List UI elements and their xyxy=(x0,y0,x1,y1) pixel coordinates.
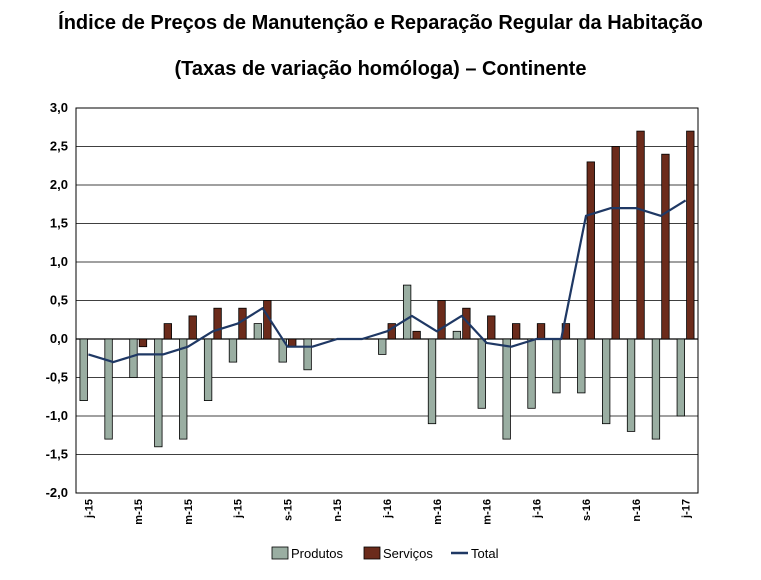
legend-swatch-produtos xyxy=(271,546,289,560)
y-tick-label: 0,0 xyxy=(50,331,68,346)
bar-produtos xyxy=(154,338,163,448)
chart-title: Índice de Preços de Manutenção e Reparaç… xyxy=(58,12,703,34)
line-total xyxy=(88,199,687,364)
bar-produtos xyxy=(676,338,685,417)
y-tick-label: -1,0 xyxy=(46,408,68,423)
bar-servicos xyxy=(636,130,645,340)
x-tick-label: n-15 xyxy=(332,499,344,522)
bar-servicos xyxy=(138,338,148,348)
bar-produtos xyxy=(477,338,486,409)
bar-produtos xyxy=(378,338,387,355)
plot-frame xyxy=(75,107,699,494)
y-tick-label: -2,0 xyxy=(46,485,68,500)
x-tick-label: m-15 xyxy=(183,499,195,525)
x-tick-label: j-15 xyxy=(83,499,95,519)
legend-label-produtos: Produtos xyxy=(291,546,344,561)
x-tick-label: s-15 xyxy=(282,499,294,521)
bar-produtos xyxy=(527,338,536,409)
bar-produtos xyxy=(203,338,213,401)
legend-label-servicos: Serviços xyxy=(383,546,433,561)
bar-servicos xyxy=(188,315,197,340)
bar-servicos xyxy=(686,130,695,340)
bar-servicos xyxy=(611,146,620,340)
x-tick-label: j-16 xyxy=(382,499,394,519)
bar-servicos xyxy=(586,161,595,340)
bar-servicos xyxy=(487,315,496,340)
bar-servicos xyxy=(238,307,247,340)
y-tick-label: 0,5 xyxy=(50,293,68,308)
y-tick-label: -1,5 xyxy=(46,447,68,462)
bar-servicos xyxy=(437,300,446,340)
x-tick-label: m-16 xyxy=(482,499,494,525)
y-tick-label: 1,0 xyxy=(50,254,68,269)
bar-produtos xyxy=(552,338,561,394)
legend-swatch-servicos xyxy=(363,546,381,560)
x-tick-label: j-15 xyxy=(233,499,245,519)
bar-produtos xyxy=(577,338,586,394)
bar-produtos xyxy=(129,338,138,378)
y-tick-label: 3,0 xyxy=(50,100,68,115)
x-tick-label: n-16 xyxy=(631,499,643,522)
legend: Produtos Serviços Total xyxy=(271,546,499,561)
bar-servicos xyxy=(512,323,521,340)
bar-produtos xyxy=(253,323,263,340)
y-tick-label: 1,5 xyxy=(50,216,68,231)
bar-produtos xyxy=(502,338,511,440)
x-tick-label: m-15 xyxy=(133,499,145,525)
legend-label-total: Total xyxy=(471,546,499,561)
y-tick-label: -0,5 xyxy=(46,370,68,385)
bar-produtos xyxy=(427,338,437,425)
axes: 3,0 2,5 2,0 1,5 1,0 0,5 0,0 -0,5 -1,0 -1,5 -2,0 j-1… xyxy=(46,100,699,525)
total-line xyxy=(88,199,687,364)
y-tick-label: 2,5 xyxy=(50,139,68,154)
bar-produtos xyxy=(602,338,611,425)
bar-produtos xyxy=(179,338,188,440)
bar-produtos xyxy=(303,338,312,371)
x-tick-label: j-16 xyxy=(531,499,543,519)
x-tick-label: m-16 xyxy=(432,499,444,525)
x-tick-label: j-17 xyxy=(681,499,693,519)
bar-produtos xyxy=(402,284,412,340)
bar-produtos xyxy=(104,338,113,440)
bar-servicos xyxy=(288,338,297,348)
bar-servicos xyxy=(661,153,670,340)
bar-produtos xyxy=(228,338,238,363)
bar-produtos xyxy=(452,330,462,340)
bar-servicos xyxy=(536,323,546,340)
y-tick-label: 2,0 xyxy=(50,177,68,192)
bar-produtos xyxy=(651,338,661,440)
x-tick-label: s-16 xyxy=(581,499,593,521)
grid-lines xyxy=(76,107,698,494)
bar-produtos xyxy=(626,338,636,432)
bar-marks xyxy=(79,130,695,448)
chart-subtitle: (Taxas de variação homóloga) – Continent… xyxy=(174,58,587,80)
bar-servicos xyxy=(213,307,222,340)
bar-servicos xyxy=(163,323,172,340)
bar-servicos xyxy=(412,330,421,340)
bar-produtos xyxy=(79,338,88,401)
